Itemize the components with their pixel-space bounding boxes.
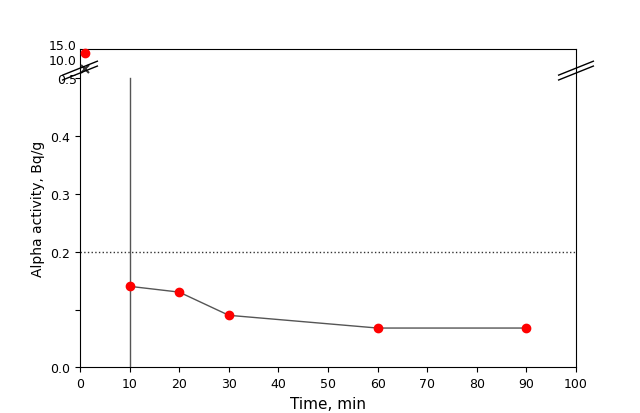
X-axis label: Time, min: Time, min (290, 396, 366, 411)
Text: 15.0: 15.0 (49, 40, 77, 53)
Y-axis label: Alpha activity, Bq/g: Alpha activity, Bq/g (31, 140, 45, 277)
Text: 10.0: 10.0 (49, 55, 77, 68)
Text: 0.5: 0.5 (57, 74, 77, 87)
